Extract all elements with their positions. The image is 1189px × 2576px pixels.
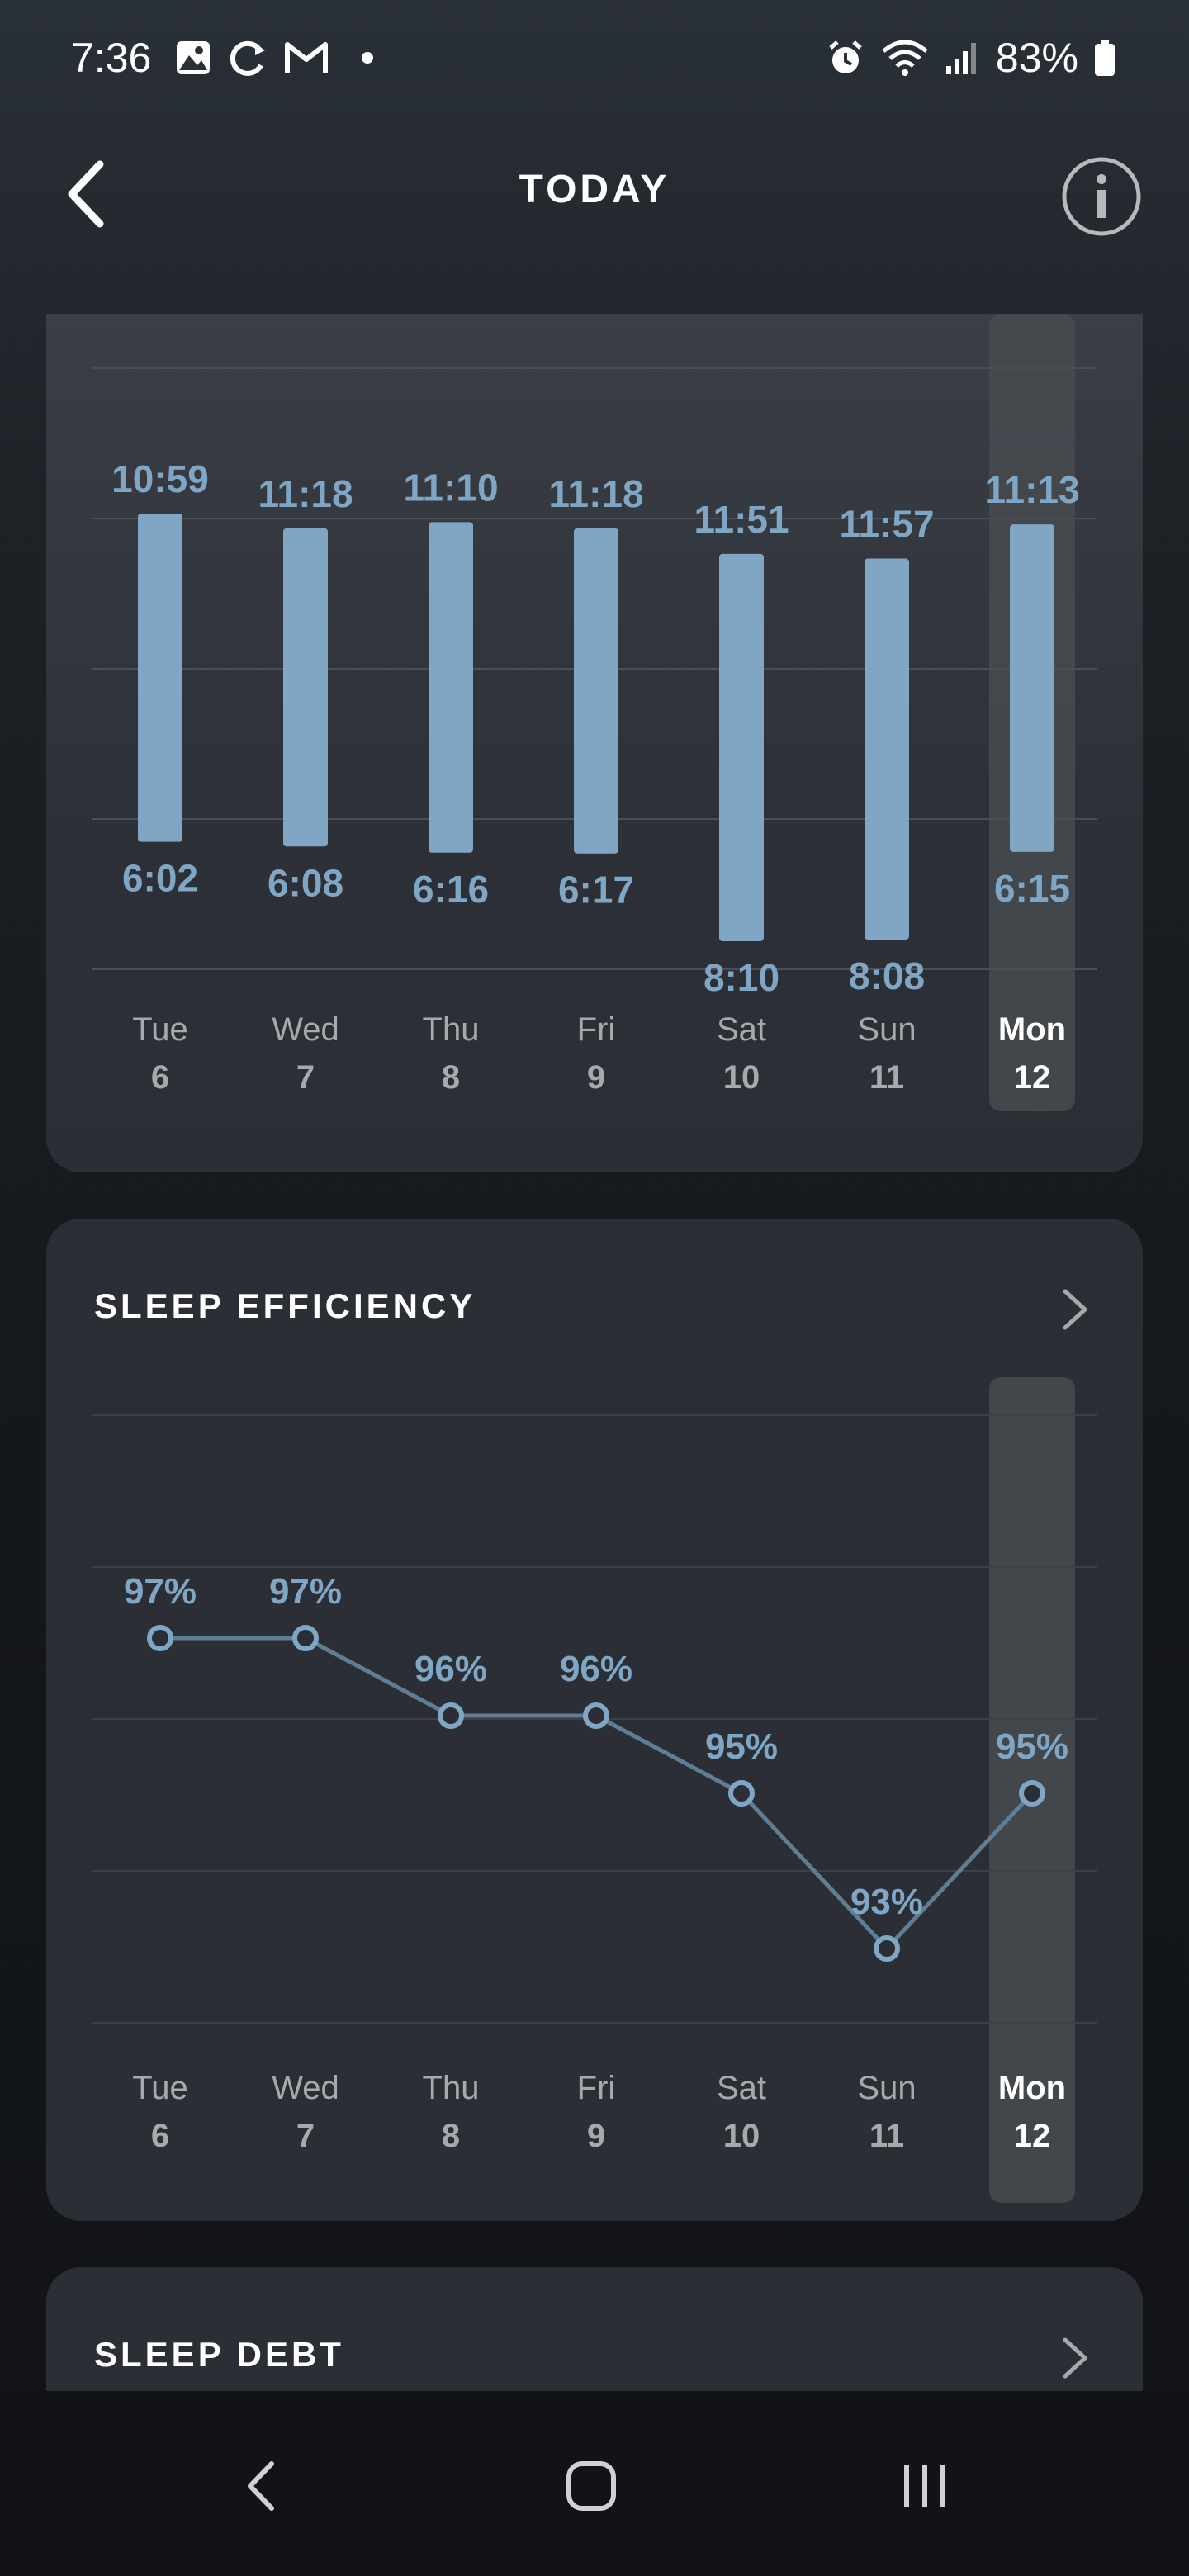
sleep-bar	[719, 553, 764, 941]
efficiency-point	[438, 1702, 464, 1729]
day-name-label: Sun	[857, 2070, 916, 2106]
efficiency-value-label: 95%	[705, 1726, 778, 1767]
status-right: 83%	[826, 34, 1116, 82]
day-name-label: Sat	[717, 1011, 766, 1048]
system-nav-bar	[0, 2391, 1189, 2576]
day-name-label: Sat	[717, 2070, 766, 2106]
bedtime-label: 10:59	[111, 457, 209, 500]
nav-home-button[interactable]	[542, 2441, 641, 2531]
day-number-label: 8	[442, 2118, 460, 2154]
wake-time-label: 6:15	[994, 867, 1070, 910]
bedtime-label: 11:10	[403, 466, 498, 509]
wake-time-label: 8:10	[703, 956, 779, 999]
sync-icon	[227, 37, 268, 78]
page-title: TODAY	[519, 168, 670, 211]
wake-time-label: 6:02	[122, 857, 198, 900]
nav-recents-icon	[904, 2465, 945, 2507]
day-number-label: 11	[869, 1059, 904, 1096]
sleep-debt-title: SLEEP DEBT	[94, 2335, 344, 2374]
day-number-label: 10	[723, 1059, 760, 1096]
day-name-label: Wed	[272, 2070, 339, 2106]
sleep-schedule-card[interactable]: 10:59 6:02 Tue 6 11:18 6:08 Wed 7 11:10 6:16 Thu 8 1…	[46, 314, 1143, 1172]
nav-recents-button[interactable]	[875, 2441, 974, 2531]
sleep-bar	[865, 558, 909, 940]
status-time: 7:36	[71, 35, 152, 81]
status-bar: 7:36 83%	[0, 0, 1189, 116]
day-name-label: Wed	[272, 1011, 339, 1048]
efficiency-point	[728, 1780, 755, 1807]
info-icon	[1062, 157, 1141, 236]
day-number-label: 12	[1014, 2118, 1051, 2154]
nav-back-icon	[248, 2461, 274, 2511]
bedtime-label: 11:57	[839, 503, 934, 546]
sleep-bar	[574, 528, 618, 854]
efficiency-value-label: 97%	[269, 1571, 342, 1612]
day-name-label: Tue	[132, 2070, 187, 2106]
day-number-label: 8	[442, 1059, 460, 1096]
wake-time-label: 8:08	[849, 954, 925, 997]
chevron-right-icon[interactable]	[1057, 2333, 1093, 2383]
sleep-efficiency-card[interactable]: SLEEP EFFICIENCY 97% Tue 6 97% Wed 7 96% Thu 8 96…	[46, 1219, 1143, 2221]
efficiency-point	[583, 1702, 609, 1729]
day-number-label: 12	[1014, 1059, 1051, 1096]
sleep-efficiency-title: SLEEP EFFICIENCY	[94, 1286, 476, 1325]
sleep-bar	[283, 528, 328, 847]
efficiency-point	[147, 1625, 173, 1651]
sleep-efficiency-chart: 97% Tue 6 97% Wed 7 96% Thu 8 96% Fri 9 95% Sat 10 93% S…	[92, 1377, 1097, 2203]
sleep-schedule-chart: 10:59 6:02 Tue 6 11:18 6:08 Wed 7 11:10 6:16 Thu 8 1…	[92, 314, 1097, 1111]
efficiency-value-label: 96%	[560, 1649, 632, 1689]
day-number-label: 10	[723, 2118, 760, 2154]
day-name-label: Tue	[132, 1011, 187, 1048]
chevron-left-icon	[68, 160, 104, 228]
battery-icon	[1093, 39, 1116, 77]
efficiency-value-label: 93%	[850, 1882, 923, 1922]
app-header: TODAY	[0, 132, 1189, 256]
bedtime-label: 11:51	[694, 498, 789, 541]
wake-time-label: 6:16	[413, 868, 489, 911]
alarm-icon	[826, 38, 865, 78]
nav-home-icon	[566, 2461, 616, 2511]
efficiency-point	[1019, 1780, 1045, 1807]
day-name-label: Mon	[998, 2070, 1066, 2106]
wifi-icon	[880, 38, 930, 78]
bedtime-label: 11:18	[548, 472, 643, 515]
day-number-label: 9	[587, 1059, 605, 1096]
battery-percent: 83%	[995, 35, 1078, 81]
day-number-label: 6	[151, 1059, 169, 1096]
chevron-right-icon[interactable]	[1057, 1285, 1093, 1334]
day-name-label: Thu	[423, 2070, 480, 2106]
day-number-label: 11	[869, 2118, 904, 2154]
sleep-bar	[429, 522, 473, 853]
bedtime-label: 11:13	[984, 468, 1079, 511]
day-name-label: Thu	[423, 1011, 480, 1048]
sleep-bar	[138, 514, 182, 842]
wake-time-label: 6:08	[268, 861, 343, 904]
notification-dot-icon	[361, 51, 374, 64]
efficiency-value-label: 96%	[414, 1649, 487, 1689]
day-name-label: Fri	[577, 1011, 616, 1048]
sleep-bar	[1010, 524, 1054, 852]
status-left: 7:36	[71, 34, 374, 82]
efficiency-value-label: 95%	[996, 1726, 1068, 1767]
day-number-label: 7	[296, 2118, 315, 2154]
day-name-label: Mon	[998, 1011, 1066, 1048]
back-button[interactable]	[51, 157, 126, 231]
info-button[interactable]	[1060, 155, 1143, 238]
wake-time-label: 6:17	[558, 869, 634, 912]
day-number-label: 7	[296, 1059, 315, 1096]
bedtime-label: 11:18	[258, 472, 353, 515]
day-name-label: Sun	[857, 1011, 916, 1048]
gallery-icon	[174, 39, 212, 77]
day-number-label: 6	[151, 2118, 169, 2154]
signal-icon	[945, 40, 981, 76]
efficiency-point	[292, 1625, 319, 1651]
day-name-label: Fri	[577, 2070, 616, 2106]
day-number-label: 9	[587, 2118, 605, 2154]
gmail-icon	[283, 40, 329, 76]
efficiency-point	[874, 1935, 900, 1962]
efficiency-value-label: 97%	[124, 1571, 197, 1612]
nav-back-button[interactable]	[211, 2441, 310, 2531]
